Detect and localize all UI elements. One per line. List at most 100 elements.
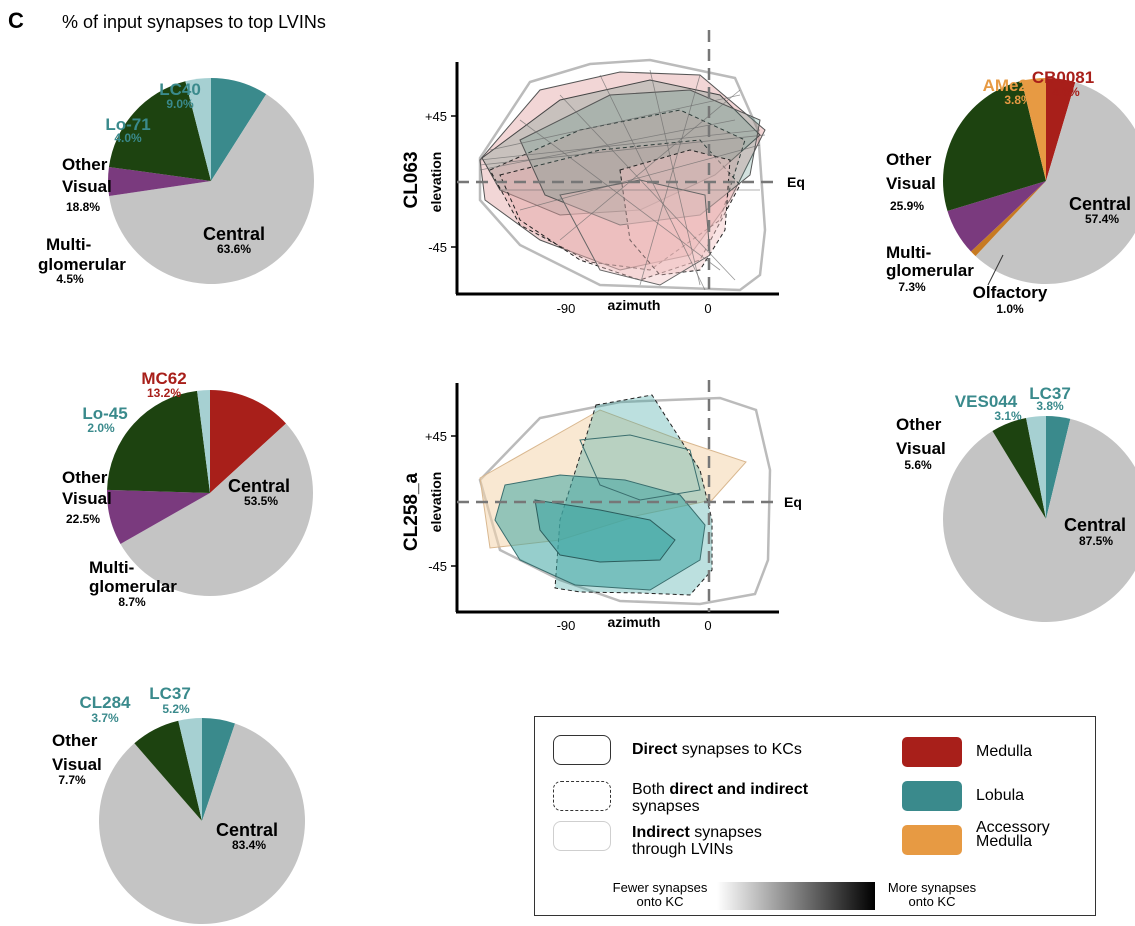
pie5-lc37-label: LC37 — [149, 684, 191, 703]
cl063-xtick-neg90: -90 — [557, 301, 576, 316]
cl063-ylabel: elevation — [428, 152, 444, 213]
receptive-field-plot-cl258a: +45 -45 -90 0 azimuth elevation CL258_a … — [401, 380, 802, 633]
pie-slice-lo-45 — [197, 390, 210, 493]
cl258a-teal-hull-inner — [534, 499, 676, 563]
legend-more-line2: onto KC — [908, 894, 956, 909]
pie3-other-pct: 22.5% — [66, 512, 100, 526]
pie5-central-label: Central — [216, 820, 278, 840]
cl063-contour-line-5 — [519, 119, 721, 271]
cl063-contour-line-2 — [479, 134, 766, 166]
pie2-cb0081-pct: 4.6% — [1052, 85, 1080, 99]
pie-chart-1 — [108, 78, 315, 284]
pie-slice-cl284 — [178, 718, 202, 821]
pie4-lc37-pct: 3.8% — [1036, 399, 1064, 413]
pie-slice-other-visual — [134, 720, 202, 821]
legend-indirect-rest: synapses — [689, 824, 762, 841]
legend-medulla-swatch — [902, 737, 962, 767]
cl063-overlapping-hulls — [479, 69, 766, 291]
pie4-other-pct: 5.6% — [904, 458, 932, 472]
legend: Direct synapses to KCs Both direct and i… — [534, 716, 1096, 916]
legend-both-bold: direct and indirect — [669, 781, 809, 798]
legend-fewer-line1: Fewer synapses — [612, 880, 708, 895]
pie2-central-pct: 57.4% — [1085, 212, 1119, 226]
receptive-field-plot-cl063: +45 -45 -90 0 azimuth elevation CL063 Eq — [401, 30, 805, 316]
cl063-xlabel: azimuth — [608, 297, 661, 313]
pie2-central-label: Central — [1069, 194, 1131, 214]
legend-direct-swatch — [553, 735, 611, 765]
pie5-cl284-pct: 3.7% — [91, 711, 119, 725]
pie-slice-other-visual — [108, 81, 211, 181]
pie2-ame20-label: AMe20 — [983, 76, 1038, 95]
pie2-ame20-pct: 3.8% — [1004, 93, 1032, 107]
pie3-multi-pct: 8.7% — [118, 595, 146, 609]
pie4-other-label-1: Other — [896, 415, 942, 434]
pie4-ves044-label: VES044 — [955, 392, 1018, 411]
legend-accessory-line2: Medulla — [976, 833, 1033, 850]
pie3-labels: MC62 13.2% Lo-45 2.0% Other Visual 22.5%… — [62, 369, 290, 609]
figure-title: % of input synapses to top LVINs — [62, 12, 326, 32]
pie5-central-pct: 83.4% — [232, 838, 266, 852]
cl063-hull-1 — [479, 71, 766, 271]
pie-slice-other-visual — [943, 80, 1046, 211]
pie3-other-label-2: Visual — [62, 489, 112, 508]
legend-lobula-label: Lobula — [976, 787, 1025, 804]
pie-slice-olfactory — [970, 181, 1046, 257]
pie5-other-pct: 7.7% — [58, 773, 86, 787]
cl258a-teal-hull-line — [579, 434, 701, 501]
cl063-equator-label: Eq — [787, 174, 805, 190]
panel-letter: C — [8, 8, 24, 33]
pie3-other-label-1: Other — [62, 468, 108, 487]
pie4-ves044-pct: 3.1% — [994, 409, 1022, 423]
pie3-multi-label-2: glomerular — [89, 577, 177, 596]
pie-slice-other-visual — [107, 390, 210, 493]
pie3-multi-label-1: Multi- — [89, 558, 134, 577]
legend-indirect-line2: through LVINs — [632, 841, 734, 858]
pie5-other-label-2: Visual — [52, 755, 102, 774]
cl258a-ytick-top: +45 — [425, 429, 447, 444]
cl063-contour-line-3 — [489, 94, 741, 151]
pie1-multi-label-2: glomerular — [38, 255, 126, 274]
pie2-multi-label-2: glomerular — [886, 261, 974, 280]
legend-accessory-medulla-label: Accessory Medulla — [976, 819, 1050, 850]
legend-more-label: More synapses onto KC — [877, 881, 987, 909]
pie-slice-central — [975, 82, 1135, 284]
pie-slice-ves044 — [1026, 416, 1046, 519]
pie1-other-label-2: Visual — [62, 177, 112, 196]
pie3-central-label: Central — [228, 476, 290, 496]
pie-slice-central — [109, 94, 315, 284]
cl258a-neuron-label: CL258_a — [401, 472, 422, 551]
cl063-contour-line-9 — [639, 74, 701, 286]
pie1-central-pct: 63.6% — [217, 242, 251, 256]
pie5-lc37-pct: 5.2% — [162, 702, 190, 716]
pie-slice-mc62 — [210, 390, 287, 493]
pie-slice-central — [120, 423, 314, 596]
pie3-central-pct: 53.5% — [244, 494, 278, 508]
pie2-multi-pct: 7.3% — [898, 280, 926, 294]
legend-fewer-label: Fewer synapses onto KC — [605, 881, 715, 909]
pie1-lo71-pct: 4.0% — [114, 131, 142, 145]
pie4-lc37-label: LC37 — [1029, 384, 1071, 403]
legend-both-line2: synapses — [632, 798, 700, 815]
legend-accessory-line1: Accessory — [976, 819, 1050, 836]
cl063-xtick-0: 0 — [704, 301, 711, 316]
pie1-labels: LC40 9.0% Lo-71 4.0% Other Visual 18.8% … — [38, 80, 265, 286]
pie3-lo45-pct: 2.0% — [87, 421, 115, 435]
pie-slice-lc37 — [202, 718, 236, 821]
pie-slice-multi-glomerular — [108, 166, 211, 197]
pie3-mc62-pct: 13.2% — [147, 386, 181, 400]
pie1-other-label-1: Other — [62, 155, 108, 174]
pie3-mc62-label: MC62 — [141, 369, 186, 388]
legend-direct-label: Direct synapses to KCs — [632, 741, 802, 758]
pie1-lo71-label: Lo-71 — [105, 115, 150, 134]
legend-more-line1: More synapses — [887, 880, 977, 895]
legend-direct-bold: Direct — [632, 741, 678, 758]
cl063-contour-line-6 — [559, 94, 736, 281]
cl258a-xtick-0: 0 — [704, 618, 711, 633]
pie-chart-5 — [99, 718, 305, 924]
cl063-axes — [451, 30, 780, 296]
pie-slice-ame20 — [1021, 78, 1046, 181]
pie-slice-lo-71 — [185, 78, 211, 181]
cl063-hull-4 — [499, 139, 741, 281]
pie4-labels: VES044 3.1% LC37 3.8% Other Visual 5.6% … — [896, 384, 1126, 548]
pie2-other-label-2: Visual — [886, 174, 936, 193]
